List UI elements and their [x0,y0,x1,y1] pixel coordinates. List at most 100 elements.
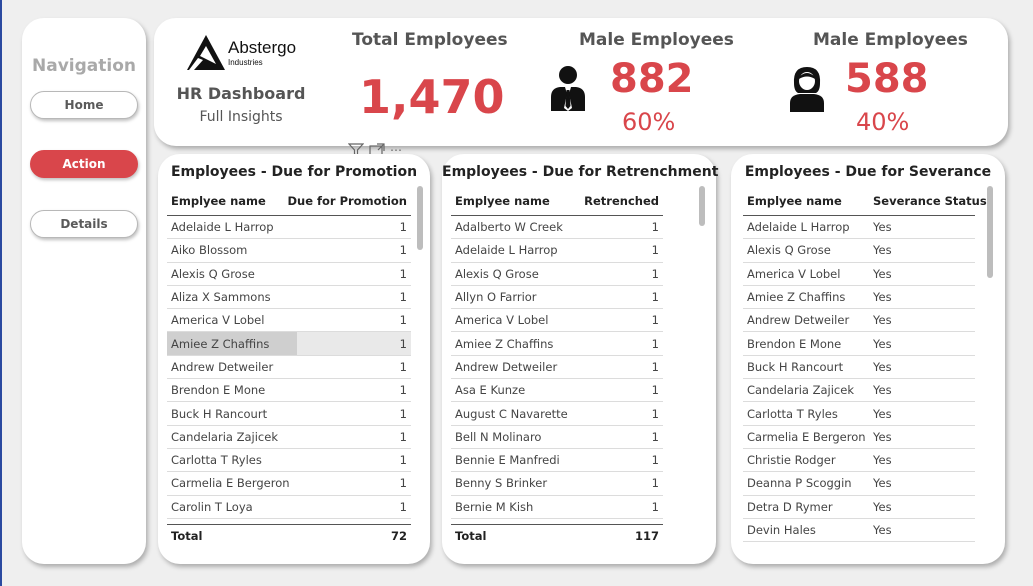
table-row[interactable]: Candelaria Zajicek Yes [743,379,975,403]
employee-name-cell: Alexis Q Grose [455,266,539,281]
scrollbar-thumb[interactable] [987,186,993,278]
employee-name-cell: Alexis Q Grose [171,266,255,281]
table-row[interactable]: Andrew Detweiler 1 [167,356,411,380]
promotion-table-card: Employees - Due for Promotion Emplyee na… [158,154,430,564]
table-row[interactable]: Brendon E Mone Yes [743,332,975,356]
employee-name-cell: August C Navarette [455,406,568,421]
table-row[interactable]: Adelaide L Harrop 1 [167,216,411,240]
table-row[interactable]: America V Lobel 1 [451,309,663,333]
employee-name-cell: Adelaide L Harrop [171,220,274,235]
column-header-name[interactable]: Emplyee name [455,193,550,208]
value-cell: 1 [651,290,659,305]
column-header-name[interactable]: Emplyee name [171,193,266,208]
employee-name-cell: Devin Hales [747,523,816,537]
table-row[interactable]: Asa E Kunze 1 [451,379,663,403]
scrollbar-thumb[interactable] [699,186,705,226]
value-cell: 1 [399,313,407,328]
employee-name-cell: Detra D Rymer [747,499,833,514]
employee-name-cell: Amiee Z Chaffins [455,336,554,351]
value-cell: 1 [399,266,407,281]
value-cell: 1 [651,453,659,468]
column-header-retrenched[interactable]: Retrenched [584,193,659,208]
table-row[interactable]: Andrew Detweiler Yes [743,309,975,333]
column-header-severance[interactable]: Severance Status [873,193,987,208]
severance-table-title: Employees - Due for Severance [744,164,992,180]
table-row[interactable]: Brendon E Mone 1 [167,379,411,403]
table-row[interactable]: Aliza X Sammons 1 [167,286,411,310]
more-options-icon[interactable]: ⋯ [390,143,403,157]
table-row[interactable]: Candelaria Zajicek 1 [167,426,411,449]
table-row[interactable]: Bennie E Manfredi 1 [451,449,663,473]
value-cell: 1 [399,453,407,468]
company-logo: Abstergo Industries [186,34,306,74]
value-cell: 1 [399,359,407,374]
table-row[interactable]: August C Navarette 1 [451,402,663,426]
value-cell: 1 [651,476,659,491]
table-row[interactable]: Andrew Detweiler 1 [451,356,663,380]
table-row[interactable]: Christie Rodger Yes [743,449,975,473]
retrenchment-table-title: Employees - Due for Retrenchment [442,164,719,180]
table-body: Adelaide L Harrop 1 Aiko Blossom 1 Alexis Q … [167,216,411,519]
table-row[interactable]: Amiee Z Chaffins 1 [167,332,411,356]
table-row[interactable]: Detra D Rymer Yes [743,496,975,519]
value-cell: 1 [651,266,659,281]
action-button[interactable]: Action [30,150,138,178]
table-row[interactable]: Carlotta T Ryles 1 [167,449,411,473]
table-row[interactable]: Amiee Z Chaffins 1 [451,332,663,356]
employee-name-cell: Andrew Detweiler [747,313,850,328]
table-row[interactable]: Aiko Blossom 1 [167,239,411,263]
table-row[interactable]: Adelaide L Harrop Yes [743,216,975,240]
employee-name-cell: Adalberto W Creek [455,220,563,235]
table-row[interactable]: Alexis Q Grose 1 [451,263,663,286]
value-cell: Yes [873,383,892,398]
table-row[interactable]: Buck H Rancourt Yes [743,356,975,380]
table-row[interactable]: Deanna P Scoggin Yes [743,472,975,496]
table-row[interactable]: Adelaide L Harrop 1 [451,239,663,263]
total-label: Total [455,528,487,543]
table-body: Adelaide L Harrop Yes Alexis Q Grose Yes Ame… [743,216,975,543]
dashboard-title: HR Dashboard [176,84,306,103]
table-row[interactable]: Benny S Brinker 1 [451,472,663,496]
employee-name-cell: Bennie E Manfredi [455,453,560,468]
employee-name-cell: America V Lobel [455,313,549,328]
column-header-promotion[interactable]: Due for Promotion [287,193,407,208]
scrollbar-thumb[interactable] [417,186,423,250]
total-employees-value: 1,470 [359,70,505,124]
value-cell: 1 [651,406,659,421]
table-row[interactable]: Amiee Z Chaffins Yes [743,286,975,310]
table-row[interactable]: Alexis Q Grose Yes [743,239,975,263]
table-row[interactable]: Carolin T Loya 1 [167,496,411,519]
table-row[interactable]: Alexis Q Grose 1 [167,263,411,286]
severance-table-card: Employees - Due for Severance Emplyee na… [731,154,1005,564]
details-button[interactable]: Details [30,210,138,238]
table-total-row: Total 72 [167,524,411,546]
column-header-name[interactable]: Emplyee name [747,193,842,208]
employee-name-cell: Carlotta T Ryles [747,406,838,421]
promotion-table: Emplyee name Due for Promotion Adelaide … [167,186,411,519]
table-row[interactable]: Buck H Rancourt 1 [167,402,411,426]
table-total-row: Total 117 [451,524,663,546]
dashboard-subtitle: Full Insights [199,109,283,125]
table-row[interactable]: Bernie M Kish 1 [451,496,663,519]
table-row[interactable]: Carmelia E Bergeron Yes [743,426,975,449]
employee-name-cell: Andrew Detweiler [171,359,274,374]
male-employees-percent: 60% [622,108,676,136]
kpi-header: Abstergo Industries HR Dashboard Full In… [154,18,1008,146]
table-row[interactable]: Carlotta T Ryles Yes [743,402,975,426]
employee-name-cell: Carlotta T Ryles [171,453,262,468]
table-row[interactable]: America V Lobel Yes [743,263,975,286]
value-cell: Yes [873,453,892,468]
table-row[interactable]: Allyn O Farrior 1 [451,286,663,310]
value-cell: 1 [651,220,659,235]
employee-name-cell: Asa E Kunze [455,383,526,398]
table-row[interactable]: Carmelia E Bergeron 1 [167,472,411,496]
value-cell: 1 [651,313,659,328]
table-row[interactable]: Bell N Molinaro 1 [451,426,663,449]
employee-name-cell: Allyn O Farrior [455,290,537,305]
home-button[interactable]: Home [30,91,138,119]
table-row[interactable]: Adalberto W Creek 1 [451,216,663,240]
table-row[interactable]: Devin Hales Yes [743,519,975,543]
table-row[interactable]: America V Lobel 1 [167,309,411,333]
value-cell: 1 [651,429,659,444]
value-cell: 1 [399,499,407,514]
